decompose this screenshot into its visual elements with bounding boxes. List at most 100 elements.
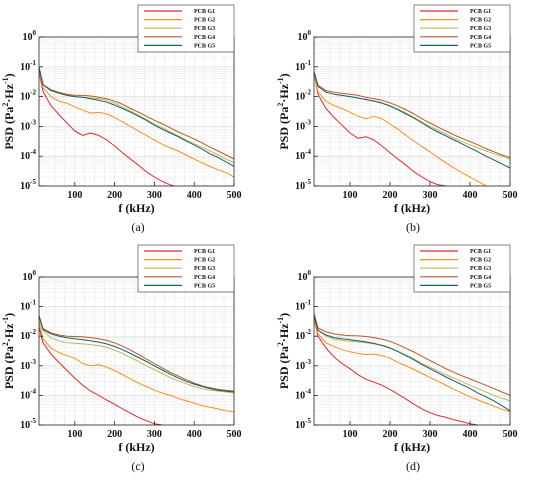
series-line-pcb-g4: [314, 313, 510, 396]
plot-frame: [38, 276, 235, 426]
series-line-pcb-g5: [39, 66, 234, 167]
y-axis-title-superscript: 2: [1, 103, 10, 107]
series-line-pcb-g2: [314, 75, 487, 186]
y-tick-exponent: -3: [305, 118, 311, 126]
y-tick-base: 10: [295, 62, 305, 73]
x-tick-label: 300: [147, 190, 162, 201]
y-tick-label: 10-1: [295, 299, 311, 313]
y-tick-base: 10: [295, 302, 305, 313]
y-tick-base: 10: [298, 32, 308, 43]
series-line-pcb-g3: [39, 318, 234, 394]
y-axis-title-main: PSD (Pa: [2, 346, 16, 389]
y-axis-title-superscript: 2: [276, 103, 285, 107]
y-tick-base: 10: [295, 390, 305, 401]
x-tick-label: 200: [107, 429, 122, 440]
legend-label: PCB G5: [470, 43, 491, 49]
legend-label: PCB G4: [194, 275, 215, 281]
series-group: [314, 313, 510, 425]
legend-label: PCB G5: [194, 43, 215, 49]
series-line-pcb-g1: [314, 318, 479, 425]
legend-label: PCB G2: [194, 258, 215, 264]
y-tick-exponent: -5: [305, 178, 311, 186]
y-axis-title-unit: ·Hz: [277, 323, 291, 342]
y-tick-exponent: -2: [30, 328, 36, 336]
y-tick-label: 10-2: [20, 328, 36, 342]
y-tick-base: 10: [295, 121, 305, 132]
chart-panel-1: 100 200 300 400 50010-510-410-310-210-1100f …: [1, 4, 242, 234]
series-line-pcb-g5: [314, 315, 510, 412]
panel-caption: (d): [406, 459, 420, 473]
x-tick-label: 100: [343, 190, 358, 201]
series-group: [39, 66, 234, 186]
y-axis-title-superscript: 2: [1, 342, 10, 346]
y-tick-exponent: 0: [33, 269, 37, 277]
y-tick-label: 10-4: [295, 387, 311, 401]
y-tick-label: 10-1: [20, 299, 36, 313]
y-axis-title-main: PSD (Pa: [2, 107, 16, 150]
y-tick-label: 10-2: [20, 89, 36, 103]
y-tick-exponent: 0: [308, 269, 312, 277]
y-tick-exponent: -1: [30, 299, 36, 307]
x-tick-label: 300: [423, 429, 438, 440]
y-tick-label: 10-3: [20, 118, 36, 132]
grid: [314, 277, 510, 426]
x-tick-label: 200: [383, 429, 398, 440]
y-axis-title-superscript: 2: [276, 342, 285, 346]
y-tick-exponent: -3: [30, 358, 36, 366]
y-tick-base: 10: [20, 331, 30, 342]
y-tick-base: 10: [20, 62, 30, 73]
legend-label: PCB G3: [470, 26, 491, 32]
y-tick-label: 10-5: [20, 178, 36, 192]
x-tick-label: 500: [227, 429, 242, 440]
y-tick-exponent: -2: [305, 89, 311, 97]
panel-caption: (a): [131, 220, 144, 234]
x-axis-title: f (kHz): [394, 440, 430, 454]
x-tick-label: 200: [107, 190, 122, 201]
legend-label: PCB G2: [194, 18, 215, 24]
legend-label: PCB G2: [470, 258, 491, 264]
x-tick-label: 500: [503, 429, 518, 440]
x-tick-label: 400: [463, 190, 478, 201]
y-axis-title-main: PSD (Pa: [277, 107, 291, 150]
y-tick-base: 10: [20, 361, 30, 372]
series-line-pcb-g5: [39, 315, 234, 393]
y-axis-title-end: ): [277, 73, 291, 77]
y-tick-exponent: -4: [305, 148, 311, 156]
series-line-pcb-g1: [39, 327, 163, 425]
y-axis-title-end: ): [277, 313, 291, 317]
x-axis-title: f (kHz): [394, 201, 430, 215]
y-tick-base: 10: [20, 151, 30, 162]
grid: [39, 277, 234, 426]
legend: PCB G1 PCB G2 PCB G3 PCB G4 PCB G5: [413, 244, 511, 293]
y-tick-base: 10: [295, 151, 305, 162]
y-tick-label: 10-4: [20, 387, 36, 401]
x-axis-title: f (kHz): [118, 201, 154, 215]
grid: [314, 37, 510, 187]
panel-caption: (c): [131, 459, 144, 473]
y-axis-title: PSD (Pa2·Hz-1): [276, 313, 291, 389]
legend: PCB G1 PCB G2 PCB G3 PCB G4 PCB G5: [413, 4, 511, 53]
x-tick-label: 300: [423, 190, 438, 201]
y-tick-label: 10-1: [20, 59, 36, 73]
y-tick-label: 10-3: [295, 358, 311, 372]
y-tick-base: 10: [20, 92, 30, 103]
series-line-pcb-g4: [39, 68, 234, 160]
y-axis-title-superscript: -1: [1, 77, 10, 84]
chart-panel-2: 100 200 300 400 50010-510-410-310-210-1100f …: [276, 4, 518, 234]
y-axis-title-unit: ·Hz: [2, 323, 16, 342]
legend-label: PCB G5: [194, 283, 215, 289]
chart-panel-4: 100 200 300 400 50010-510-410-310-210-1100f …: [276, 244, 518, 473]
y-axis-title: PSD (Pa2·Hz-1): [1, 73, 16, 149]
y-tick-exponent: 0: [308, 29, 312, 37]
y-tick-label: 100: [23, 29, 37, 43]
series-line-pcb-g3: [314, 315, 510, 402]
y-tick-base: 10: [20, 121, 30, 132]
x-tick-label: 100: [67, 429, 82, 440]
x-tick-label: 400: [187, 190, 202, 201]
legend-label: PCB G1: [194, 249, 215, 255]
y-tick-label: 10-1: [295, 59, 311, 73]
y-axis-title-end: ): [2, 313, 16, 317]
series-line-pcb-g2: [39, 321, 234, 413]
series-line-pcb-g4: [39, 315, 234, 392]
